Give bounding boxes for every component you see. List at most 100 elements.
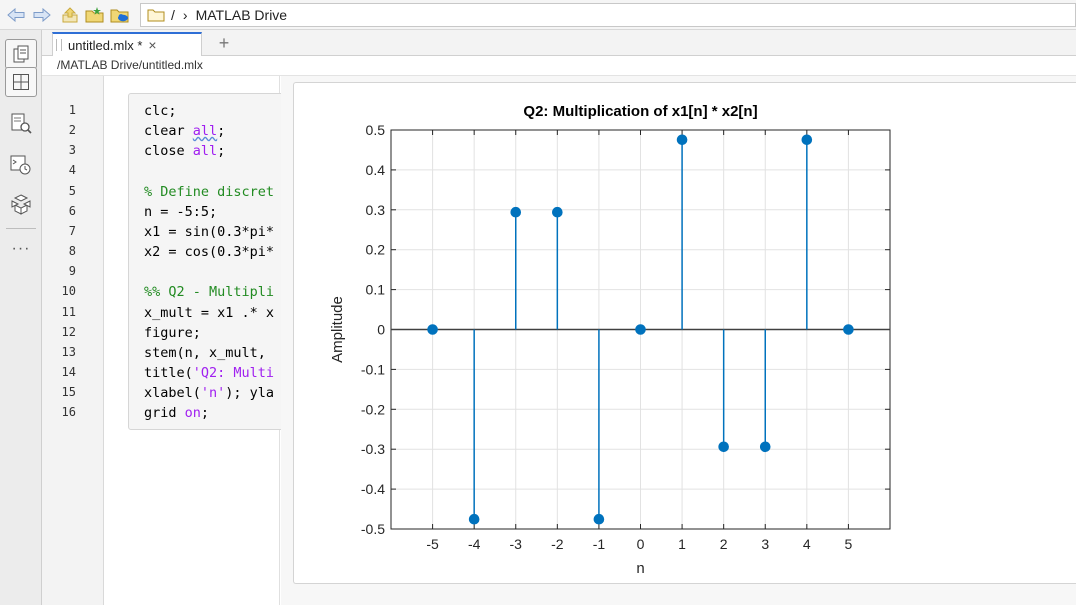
x-tick-label: -2 [551,536,564,552]
code-line[interactable]: figure; [144,323,201,343]
find-files-icon[interactable] [5,108,37,138]
line-number: 6 [68,203,76,218]
code-line[interactable]: xlabel('n'); yla [144,383,274,403]
y-tick-label: -0.5 [361,521,385,537]
x-tick-label: -4 [468,536,481,552]
code-token: figure; [144,324,201,341]
chevron-right-icon: › [182,7,188,23]
code-token: 'Q2: Multi [192,364,275,381]
forward-arrow-icon[interactable] [32,5,52,25]
code-token: %% Q2 - Multipli [144,284,275,301]
stem-marker [593,513,605,525]
code-line[interactable]: %% Q2 - Multipli [144,282,274,302]
line-number: 5 [68,183,76,198]
code-token: title( [144,364,193,381]
up-folder-icon[interactable] [60,5,80,25]
figure-output[interactable]: -5 -4 -3 -2 -1 0 1 2 3 4 5 -0.5 -0.4 -0.3 -0.2 -0.1 0 0.1… [293,82,1076,584]
stem-marker [843,324,854,335]
code-token: n = -5:5; [144,203,218,220]
code-token: clear [144,123,193,140]
line-number: 15 [61,385,76,400]
code-line[interactable]: clear all; [144,121,225,141]
line-number: 3 [68,143,76,158]
new-tab-button[interactable]: + [218,32,230,53]
code-token: grid [144,405,185,422]
add-ons-icon[interactable] [5,190,37,220]
left-rail: ··· [0,30,42,605]
file-path-label: /MATLAB Drive/untitled.mlx [42,56,1076,76]
code-line[interactable]: clc; [144,101,177,121]
x-tick-label: 0 [637,536,645,552]
code-line[interactable]: close all; [144,141,225,161]
x-tick-label: 5 [845,536,853,552]
x-tick-label: 3 [761,536,769,552]
line-number-gutter: 1 2 3 4 5 6 7 8 9 10 11 12 13 14 15 16 [42,76,104,605]
line-number: 14 [61,364,76,379]
close-icon[interactable]: × [148,37,157,53]
code-token: all [192,123,218,140]
code-token: stem(n, x_mult, [144,344,275,361]
command-history-icon[interactable] [5,150,37,180]
path-current-folder[interactable]: MATLAB Drive [195,7,288,23]
code-token: x2 = cos(0.3*pi* [144,244,275,261]
code-section[interactable]: clc; clear all; close all;% Define discret… [128,93,288,430]
y-tick-label: 0.4 [366,162,386,178]
stem-marker [468,513,480,525]
code-line[interactable]: n = -5:5; [144,202,217,222]
path-bar[interactable]: / › MATLAB Drive [140,3,1076,27]
y-tick-label: -0.1 [361,361,385,377]
back-arrow-icon[interactable] [6,5,26,25]
y-tick-label: -0.4 [361,481,385,497]
x-axis-label: n [636,560,644,577]
stem-marker [801,134,813,146]
code-token: on [184,405,201,422]
path-root[interactable]: / [171,7,175,23]
x-tick-label: -5 [426,536,439,552]
code-line[interactable]: grid on; [144,403,209,423]
tab-title: untitled.mlx * [68,37,143,53]
code-token: xlabel( [144,385,201,402]
tab-untitled-mlx[interactable]: untitled.mlx * × [52,32,202,56]
code-token: x1 = sin(0.3*pi* [144,223,275,240]
line-number: 7 [68,223,76,238]
code-line[interactable]: title('Q2: Multi [144,363,274,383]
code-token: 'n' [200,385,226,402]
line-number: 16 [61,405,76,420]
x-tick-label: 2 [720,536,728,552]
code-token: % Define discret [144,183,275,200]
y-tick-label: -0.2 [361,401,385,417]
layout-grid-icon[interactable] [5,67,37,97]
code-token: all [192,143,218,160]
live-editor[interactable]: clc; clear all; close all;% Define discret… [105,76,288,605]
code-token: clc; [144,103,177,119]
code-token: close [144,143,193,160]
more-icon[interactable]: ··· [11,240,31,257]
y-tick-label: 0.2 [366,242,386,258]
code-token: ; [217,143,226,160]
stem-marker [552,206,563,218]
stem-marker [718,441,729,453]
x-tick-label: -3 [510,536,523,552]
code-line[interactable]: x1 = sin(0.3*pi* [144,222,274,242]
tab-grip-icon [56,39,62,51]
line-number: 13 [61,344,76,359]
x-tick-label: 4 [803,536,811,552]
code-line[interactable]: % Define discret [144,182,274,202]
documents-icon[interactable] [5,39,37,69]
code-line[interactable]: x_mult = x1 .* x [144,303,274,323]
line-number: 2 [68,123,76,138]
y-tick-label: 0 [377,322,385,338]
code-line[interactable]: stem(n, x_mult, [144,343,274,363]
cloud-folder-icon[interactable] [110,5,130,25]
new-folder-icon[interactable] [85,5,105,25]
stem-marker [427,324,438,335]
line-number: 1 [68,103,76,117]
code-line[interactable]: x2 = cos(0.3*pi* [144,242,274,262]
chart-title: Q2: Multiplication of x1[n] * x2[n] [523,103,757,120]
output-panel: -5 -4 -3 -2 -1 0 1 2 3 4 5 -0.5 -0.4 -0.3 -0.2 -0.1 0 0.1… [281,76,1076,605]
folder-icon [147,8,165,22]
line-number: 11 [61,304,76,319]
stem-marker [759,441,771,453]
x-tick-label: -1 [593,536,606,552]
